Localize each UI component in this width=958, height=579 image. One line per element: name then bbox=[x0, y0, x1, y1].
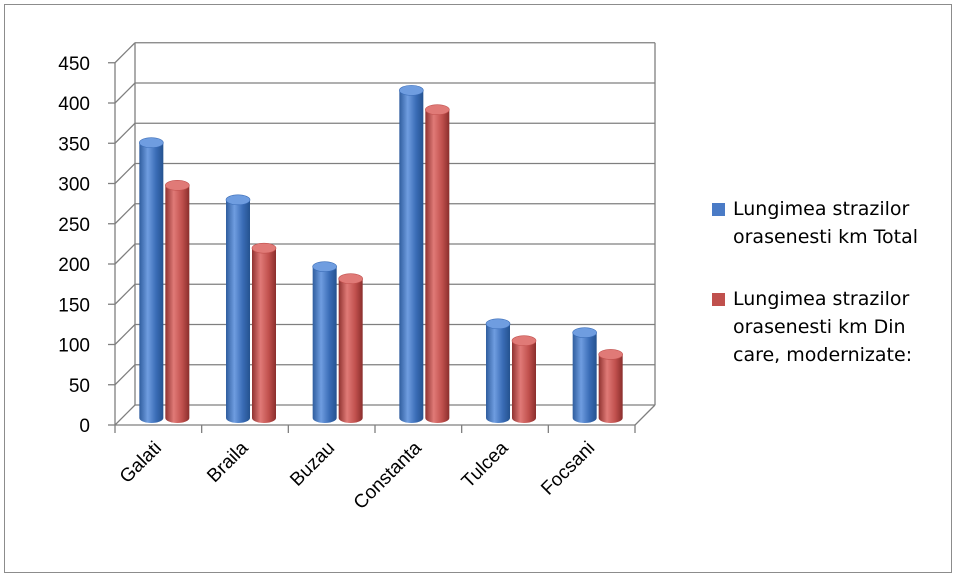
legend-item-total: Lungimea strazilor orasenesti km Total bbox=[712, 195, 952, 251]
legend-item-modernized: Lungimea strazilor orasenesti km Din car… bbox=[712, 285, 952, 369]
bar-top bbox=[485, 318, 511, 330]
bar bbox=[399, 85, 424, 424]
legend: Lungimea strazilor orasenesti km Total L… bbox=[712, 195, 952, 403]
axes bbox=[108, 42, 656, 433]
bar-top bbox=[572, 327, 597, 338]
bar-body bbox=[425, 109, 450, 423]
bar-body bbox=[512, 340, 536, 423]
gridline-side bbox=[114, 203, 136, 225]
gridline-side bbox=[114, 82, 136, 104]
y-tick-label: 250 bbox=[58, 215, 90, 236]
bar-body bbox=[252, 248, 276, 423]
category-labels: Galati Braila Buzau Constanta Tulcea Focsani bbox=[116, 437, 599, 513]
gridline-side bbox=[114, 42, 136, 64]
bar bbox=[139, 137, 164, 423]
bar bbox=[338, 273, 363, 423]
bar bbox=[225, 194, 251, 423]
bar bbox=[572, 327, 597, 423]
bar bbox=[165, 180, 190, 423]
gridline-side bbox=[114, 283, 136, 305]
bar-top bbox=[598, 349, 623, 360]
bar-body bbox=[399, 90, 424, 424]
category-label: Buzau bbox=[286, 438, 339, 491]
bar-top bbox=[312, 261, 337, 272]
bar-body bbox=[338, 278, 363, 423]
bar bbox=[511, 335, 537, 423]
bar-body bbox=[226, 199, 250, 423]
bar bbox=[312, 261, 337, 423]
y-tick-label: 300 bbox=[58, 175, 90, 196]
category-label: Tulcea bbox=[458, 437, 513, 492]
category-label: Focsani bbox=[537, 438, 599, 500]
gridline-side bbox=[114, 243, 136, 265]
y-tick-label: 450 bbox=[58, 54, 90, 75]
y-tick-label: 100 bbox=[58, 336, 90, 357]
bar-top bbox=[225, 194, 251, 206]
y-tick-label: 50 bbox=[69, 376, 90, 397]
bar bbox=[598, 349, 623, 423]
bar-body bbox=[139, 142, 164, 423]
bar-top bbox=[338, 273, 363, 285]
y-tick-label: 350 bbox=[58, 134, 90, 155]
bar-body bbox=[598, 354, 623, 423]
bar-body bbox=[572, 332, 597, 423]
bar-body bbox=[312, 266, 337, 423]
bar-body bbox=[486, 323, 510, 423]
legend-label-total: Lungimea strazilor orasenesti km Total bbox=[733, 198, 918, 248]
y-tick-label: 150 bbox=[58, 295, 90, 316]
gridline-side bbox=[114, 364, 136, 386]
y-tick-labels: 0 50 100 150 200 250 300 350 400 450 bbox=[58, 54, 90, 437]
bar-top bbox=[165, 180, 190, 191]
gridline-side bbox=[114, 324, 136, 345]
bar-top bbox=[139, 137, 164, 148]
y-tick-label: 0 bbox=[79, 416, 90, 437]
bar bbox=[425, 104, 450, 423]
y-tick-label: 200 bbox=[58, 255, 90, 276]
bar-body bbox=[165, 185, 190, 423]
legend-swatch-total bbox=[712, 203, 725, 216]
category-label: Braila bbox=[203, 437, 253, 487]
floor-right-edge bbox=[634, 404, 656, 426]
bar-top bbox=[399, 85, 424, 96]
bar bbox=[485, 318, 511, 423]
bar-top bbox=[511, 335, 537, 347]
gridline-side bbox=[114, 404, 136, 426]
bar-top bbox=[425, 104, 450, 115]
legend-swatch-modernized bbox=[712, 293, 725, 306]
bar-top bbox=[251, 242, 277, 254]
category-label: Constanta bbox=[350, 437, 426, 513]
gridline-side bbox=[114, 122, 136, 144]
gridlines bbox=[114, 42, 655, 426]
bars bbox=[139, 85, 623, 424]
gridline-side bbox=[114, 163, 136, 184]
y-tick-label: 400 bbox=[58, 94, 90, 115]
category-label: Galati bbox=[116, 438, 166, 488]
legend-label-modernized: Lungimea strazilor orasenesti km Din car… bbox=[733, 288, 913, 366]
bar bbox=[251, 242, 277, 423]
